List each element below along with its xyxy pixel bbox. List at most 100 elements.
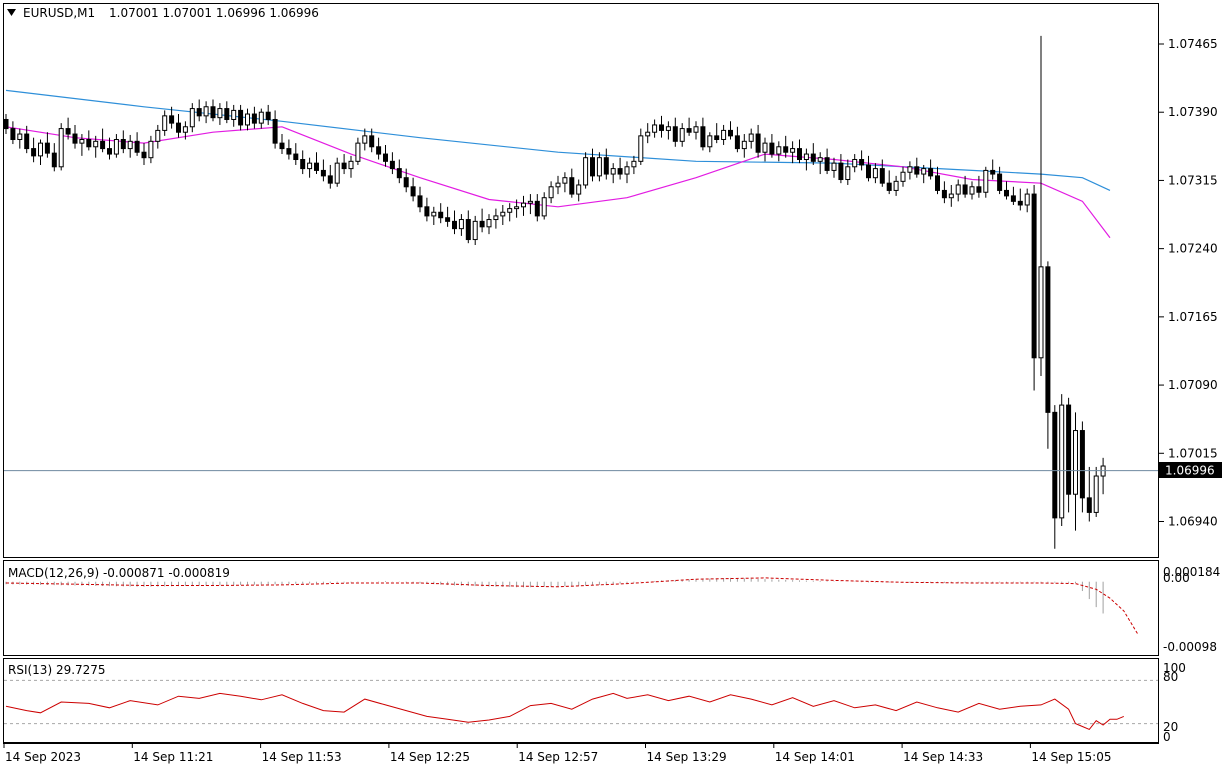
candle[interactable] [189, 103, 195, 133]
candle[interactable] [327, 164, 333, 189]
candle[interactable] [224, 101, 230, 124]
candle[interactable] [1052, 405, 1058, 549]
candle[interactable] [410, 177, 416, 202]
candle[interactable] [486, 214, 492, 235]
candle[interactable] [893, 175, 899, 196]
candle[interactable] [265, 104, 271, 125]
candle[interactable] [548, 181, 554, 204]
candle[interactable] [196, 99, 202, 122]
macd-pane[interactable] [3, 560, 1159, 656]
candle[interactable] [134, 132, 140, 156]
candle[interactable] [272, 110, 278, 149]
candle[interactable] [362, 128, 368, 151]
candle[interactable] [479, 208, 485, 233]
candle[interactable] [431, 206, 437, 225]
candle[interactable] [507, 203, 513, 222]
candle[interactable] [990, 159, 996, 180]
candle[interactable] [24, 125, 30, 154]
candle[interactable] [810, 143, 816, 165]
candle[interactable] [962, 175, 968, 198]
candle[interactable] [231, 104, 237, 127]
candle[interactable] [72, 124, 78, 149]
candle[interactable] [790, 141, 796, 164]
candle[interactable] [169, 106, 175, 129]
candle[interactable] [1059, 394, 1065, 527]
candle[interactable] [1010, 186, 1016, 205]
candle[interactable] [803, 148, 809, 171]
candle[interactable] [928, 159, 934, 180]
candle[interactable] [755, 124, 761, 158]
candle[interactable] [852, 154, 858, 173]
candle[interactable] [314, 152, 319, 175]
candle[interactable] [293, 143, 299, 165]
candle[interactable] [941, 181, 947, 204]
candle[interactable] [1045, 261, 1051, 449]
candle[interactable] [652, 119, 658, 138]
candle[interactable] [576, 179, 582, 202]
candle[interactable] [631, 155, 637, 175]
candle[interactable] [583, 152, 589, 189]
candle[interactable] [562, 172, 568, 193]
candle[interactable] [44, 132, 50, 158]
candle[interactable] [424, 197, 430, 222]
candle[interactable] [866, 155, 871, 182]
candle[interactable] [955, 179, 961, 202]
candle[interactable] [258, 108, 264, 129]
candle[interactable] [776, 141, 782, 162]
candle[interactable] [976, 175, 982, 198]
candle[interactable] [741, 134, 747, 158]
candle[interactable] [348, 155, 354, 178]
candle[interactable] [113, 134, 119, 158]
candle[interactable] [610, 163, 616, 184]
candle[interactable] [1066, 397, 1072, 513]
candle[interactable] [279, 134, 285, 155]
candle[interactable] [251, 106, 257, 129]
candle[interactable] [748, 128, 754, 149]
candle[interactable] [921, 164, 927, 184]
candle[interactable] [665, 121, 671, 140]
candle[interactable] [341, 154, 347, 175]
candle[interactable] [1093, 466, 1099, 517]
candle[interactable] [396, 159, 402, 184]
candle[interactable] [879, 159, 885, 187]
candle[interactable] [645, 123, 651, 144]
candle[interactable] [127, 134, 133, 158]
candle[interactable] [859, 150, 865, 171]
candle[interactable] [355, 137, 361, 165]
candle[interactable] [403, 168, 409, 193]
candle[interactable] [948, 184, 954, 207]
candle[interactable] [817, 152, 823, 175]
candle[interactable] [1086, 466, 1092, 522]
candle[interactable] [58, 123, 64, 171]
candle[interactable] [983, 166, 989, 198]
candle[interactable] [534, 194, 540, 222]
candle[interactable] [797, 139, 802, 164]
candle[interactable] [458, 214, 464, 236]
candle[interactable] [182, 121, 188, 140]
candle[interactable] [155, 124, 161, 149]
candle[interactable] [714, 123, 720, 144]
candle[interactable] [307, 157, 313, 178]
candle[interactable] [383, 144, 388, 167]
candle[interactable] [369, 128, 375, 153]
candle[interactable] [376, 137, 382, 160]
candle[interactable] [65, 117, 71, 140]
candle[interactable] [900, 166, 906, 187]
candle[interactable] [245, 108, 250, 131]
candle[interactable] [300, 150, 306, 175]
rsi-pane[interactable] [3, 658, 1159, 743]
candle[interactable] [31, 137, 37, 163]
candle[interactable] [465, 210, 471, 244]
candle[interactable] [872, 163, 878, 184]
candle[interactable] [472, 215, 478, 246]
candle[interactable] [783, 135, 789, 158]
candle[interactable] [10, 121, 16, 145]
candle[interactable] [3, 114, 9, 135]
candle[interactable] [51, 143, 57, 172]
candle[interactable] [672, 117, 678, 147]
candle[interactable] [438, 203, 444, 224]
candles[interactable] [3, 35, 1106, 549]
candle[interactable] [824, 148, 830, 175]
candle[interactable] [79, 134, 85, 156]
